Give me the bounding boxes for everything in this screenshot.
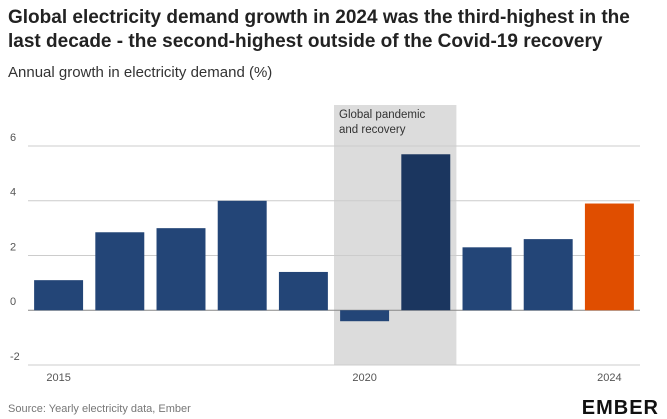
y-tick-label: 2 [10, 241, 16, 253]
bar [584, 203, 634, 311]
bar [278, 271, 328, 311]
bar [95, 232, 145, 311]
bar [156, 228, 206, 311]
y-tick-label: -2 [10, 351, 20, 363]
shaded-region-label: Global pandemic and recovery [339, 109, 426, 136]
y-tick-label: 4 [10, 187, 16, 199]
bar [462, 247, 512, 311]
chart-subtitle: Annual growth in electricity demand (%) [8, 64, 273, 81]
bar [340, 310, 390, 322]
bar [34, 280, 84, 311]
x-tick-label: 2015 [46, 372, 70, 384]
bar [401, 154, 451, 311]
bar [217, 200, 267, 311]
y-tick-label: 6 [10, 132, 16, 144]
x-tick-label: 2020 [352, 372, 376, 384]
y-tick-label: 0 [10, 296, 16, 308]
source: Source: Yearly electricity data, Ember [8, 403, 191, 415]
chart-title: Global electricity demand growth in 2024… [8, 7, 630, 52]
bar [523, 239, 573, 311]
x-tick-label: 2024 [597, 372, 621, 384]
logo: EMBER [581, 397, 659, 419]
